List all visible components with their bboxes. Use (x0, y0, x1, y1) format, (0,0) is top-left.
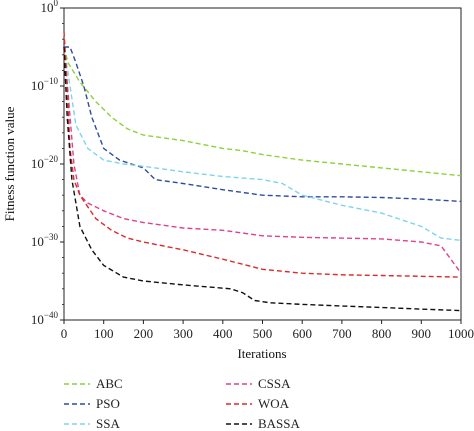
x-tick-label: 900 (412, 326, 432, 341)
y-tick-label: 10−30 (31, 232, 59, 249)
series-line-ssa (63, 46, 462, 242)
x-tick-label: 0 (61, 326, 68, 341)
legend-label-bassa: BASSA (258, 416, 301, 431)
x-tick-label: 300 (173, 326, 193, 341)
series-line-pso (64, 46, 462, 203)
x-tick-label: 200 (134, 326, 154, 341)
series-line-bassa (63, 46, 462, 312)
y-tick-label: 10−40 (31, 310, 59, 327)
y-tick-label: 10−10 (31, 76, 59, 93)
series-line-woa (63, 31, 462, 278)
x-tick-label: 500 (253, 326, 273, 341)
legend-label-ssa: SSA (96, 416, 120, 431)
x-tick-label: 800 (372, 326, 392, 341)
y-tick-label: 10−20 (31, 154, 59, 171)
legend-label-abc: ABC (96, 376, 123, 391)
axes: 0 100 200 300 400 500 600 700 800 900 1000 100 10−10… (31, 0, 474, 341)
y-axis-label: Fitness function value (2, 106, 17, 221)
legend-label-woa: WOA (258, 396, 290, 411)
x-tick-label: 1000 (448, 326, 474, 341)
series-lines (63, 31, 462, 312)
x-axis-label: Iterations (237, 346, 286, 361)
y-tick-label: 100 (41, 0, 59, 15)
legend-label-pso: PSO (96, 396, 120, 411)
x-tick-label: 700 (332, 326, 352, 341)
x-tick-label: 100 (94, 326, 114, 341)
legend: ABC PSO SSA CSSA WOA BASSA (64, 376, 301, 431)
x-tick-label: 600 (292, 326, 312, 341)
series-line-cssa (63, 46, 462, 274)
legend-label-cssa: CSSA (258, 376, 291, 391)
x-tick-label: 400 (213, 326, 233, 341)
series-line-abc (63, 46, 462, 177)
